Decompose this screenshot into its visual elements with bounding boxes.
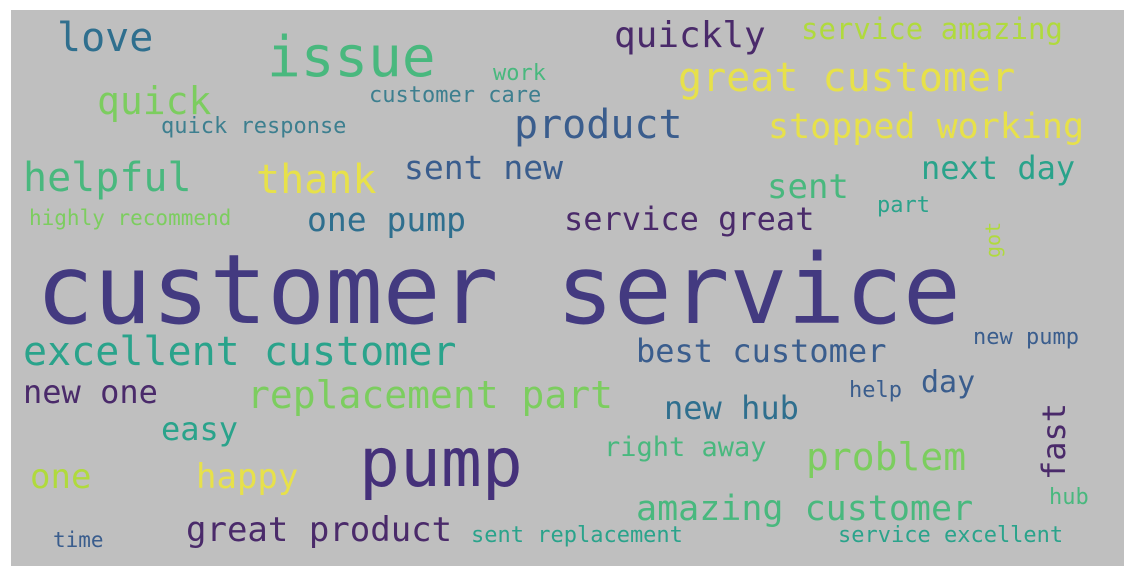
word-helpful: helpful: [23, 155, 192, 201]
word-help: help: [849, 378, 902, 403]
word-new-pump: new pump: [973, 325, 1079, 350]
word-great-product: great product: [186, 510, 453, 550]
word-quick-response: quick response: [161, 114, 347, 139]
word-one-pump: one pump: [307, 200, 466, 239]
word-great-customer: great customer: [678, 55, 1016, 101]
word-next-day: next day: [921, 149, 1076, 187]
word-excellent-customer: excellent customer: [23, 329, 457, 375]
word-customer-care: customer care: [369, 83, 542, 108]
word-product: product: [514, 102, 683, 148]
word-replacement-part: replacement part: [247, 373, 614, 417]
word-quick: quick: [97, 79, 212, 123]
word-amazing-customer: amazing customer: [636, 489, 974, 529]
word-part: part: [877, 193, 930, 218]
word-sent: sent: [767, 167, 849, 207]
word-hub: hub: [1049, 485, 1089, 510]
word-service-excellent: service excellent: [838, 523, 1064, 548]
word-work: work: [493, 61, 546, 86]
word-day: day: [921, 365, 976, 400]
word-new-hub: new hub: [664, 389, 799, 427]
word-issue: issue: [267, 25, 436, 90]
word-pump: pump: [359, 424, 523, 503]
word-new-one: new one: [23, 373, 158, 411]
word-best-customer: best customer: [636, 332, 887, 370]
word-stopped-working: stopped working: [768, 107, 1085, 147]
word-customer-service: customer service: [36, 234, 961, 346]
word-problem: problem: [806, 435, 967, 479]
word-sent-new: sent new: [404, 148, 563, 187]
word-sent-replacement: sent replacement: [471, 523, 683, 548]
word-right-away: right away: [604, 432, 767, 463]
word-one: one: [30, 457, 92, 497]
word-happy: happy: [196, 457, 299, 497]
word-quickly: quickly: [614, 15, 766, 56]
word-highly-recommend: highly recommend: [29, 206, 232, 230]
word-fast: fast: [1035, 402, 1073, 480]
word-love: love: [57, 15, 154, 61]
word-easy: easy: [161, 410, 239, 448]
word-thank: thank: [256, 157, 377, 203]
word-got: got: [981, 221, 1005, 258]
word-time: time: [53, 528, 104, 552]
word-service-amazing: service amazing: [801, 12, 1063, 46]
word-service-great: service great: [564, 200, 815, 238]
word-cloud: customer service pump issue excellent custo…: [11, 10, 1124, 566]
